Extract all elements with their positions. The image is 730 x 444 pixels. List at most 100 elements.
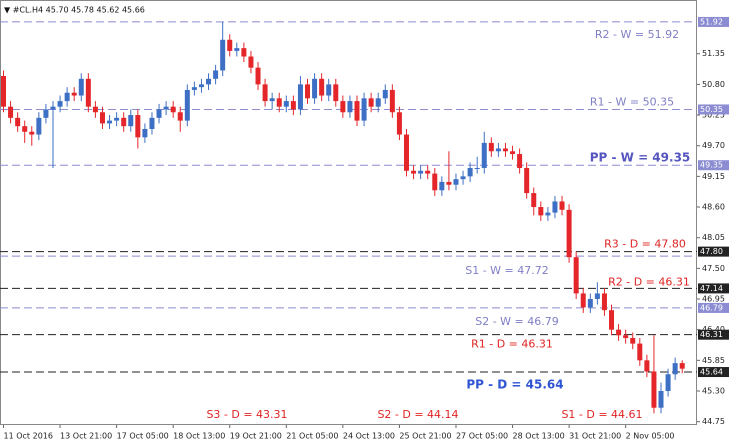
candle-body [453,179,459,185]
candle-body [502,148,508,152]
candle-body [22,126,28,132]
candle-body [672,363,678,375]
candle-body [545,212,551,216]
candle-body [262,84,268,102]
candle-body [15,117,21,127]
candle-body [354,101,360,121]
candle-body [651,371,657,408]
candle-body [531,193,537,208]
x-tick-label: 24 Oct 13:00 [343,432,395,441]
candle-body [156,109,162,118]
candle-body [425,170,431,174]
candle-body [637,343,643,361]
candle-body [418,170,424,174]
candle-body [71,92,77,96]
level-axis-label: 47.14 [700,284,723,293]
candle-body [609,310,615,330]
candle-body [517,154,523,168]
candle-body [644,360,650,372]
x-tick-label: 13 Oct 21:00 [60,432,112,441]
x-tick-label: 2 Nov 05:00 [626,432,675,441]
x-tick-label: 21 Oct 05:00 [286,432,338,441]
y-tick-label: 46.95 [702,295,725,304]
candle-body [538,207,544,216]
level-box [698,104,729,115]
candle-body [375,98,381,107]
candle-body [1,76,6,107]
candle-body [665,374,671,391]
candle-body [290,101,296,110]
candle-body [361,98,367,121]
chart-title: ▼ #CL.H4 45.70 45.78 45.62 45.66 [4,6,145,15]
candle-body [121,117,127,127]
candle-body [552,201,558,213]
candle-body [396,112,402,135]
x-tick-label: 17 Oct 05:00 [117,432,169,441]
level-label: R1 - D = 46.31 [471,338,553,351]
level-axis-label: 51.92 [700,17,723,26]
candle-body [99,112,105,124]
candle-body [658,390,664,408]
candle-body [679,363,685,369]
candle-body [616,329,622,336]
candle-body [64,92,70,102]
level-box [698,302,729,313]
x-tick-label: 27 Oct 05:00 [456,432,508,441]
candle-body [559,201,565,210]
candle-body [580,293,586,308]
level-axis-label: 45.64 [700,368,723,377]
candle-body [319,78,325,96]
candle-body [446,181,452,185]
candle-body [50,106,56,110]
level-label: S1 - W = 47.72 [465,264,549,277]
level-label: PP - D = 45.64 [466,378,563,392]
candle-body [149,117,155,129]
candle-body [524,167,530,194]
candle-body [177,112,183,121]
candle-body [297,84,303,110]
level-label: S2 - W = 46.79 [475,315,559,328]
x-tick-label: 18 Oct 13:00 [173,432,225,441]
candle-body [206,78,212,85]
level-label: R2 - D = 46.31 [608,275,690,288]
candle-body [213,70,219,79]
level-box [698,246,729,257]
level-axis-label: 46.31 [700,330,723,339]
candle-body [566,209,572,258]
candle-body [128,115,134,127]
y-tick-label: 45.30 [702,386,725,395]
candle-body [333,84,339,102]
x-tick-label: 25 Oct 21:00 [399,432,451,441]
candle-body [326,84,332,96]
candle-body [510,151,516,155]
candle-body [474,167,480,169]
candle-body [601,293,607,311]
candle-body [587,299,593,308]
y-tick-label: 50.80 [702,80,725,89]
candle-body [241,48,247,57]
level-label: S3 - D = 43.31 [206,408,287,421]
candle-body [269,98,275,102]
y-tick-label: 45.85 [702,356,725,365]
candle-body [630,338,636,344]
level-axis-label: 47.80 [700,247,723,256]
candle-body [8,106,14,118]
candle-body [623,335,629,339]
level-label: S1 - D = 44.61 [561,408,642,421]
candle-body [439,181,445,191]
y-tick-label: 49.15 [702,172,725,181]
candle-body [411,170,417,174]
candle-body [184,89,190,121]
candle-body [467,167,473,177]
candle-body [594,293,600,300]
y-tick-label: 50.25 [702,111,725,120]
candle-body [57,101,63,107]
level-label: PP - W = 49.35 [590,151,691,165]
level-box [698,367,729,378]
candle-body [29,131,35,135]
candle-body [481,142,487,168]
candle-body [403,134,409,171]
candle-body [347,101,353,113]
candle-body [85,78,91,107]
y-tick-label: 47.50 [702,264,725,273]
